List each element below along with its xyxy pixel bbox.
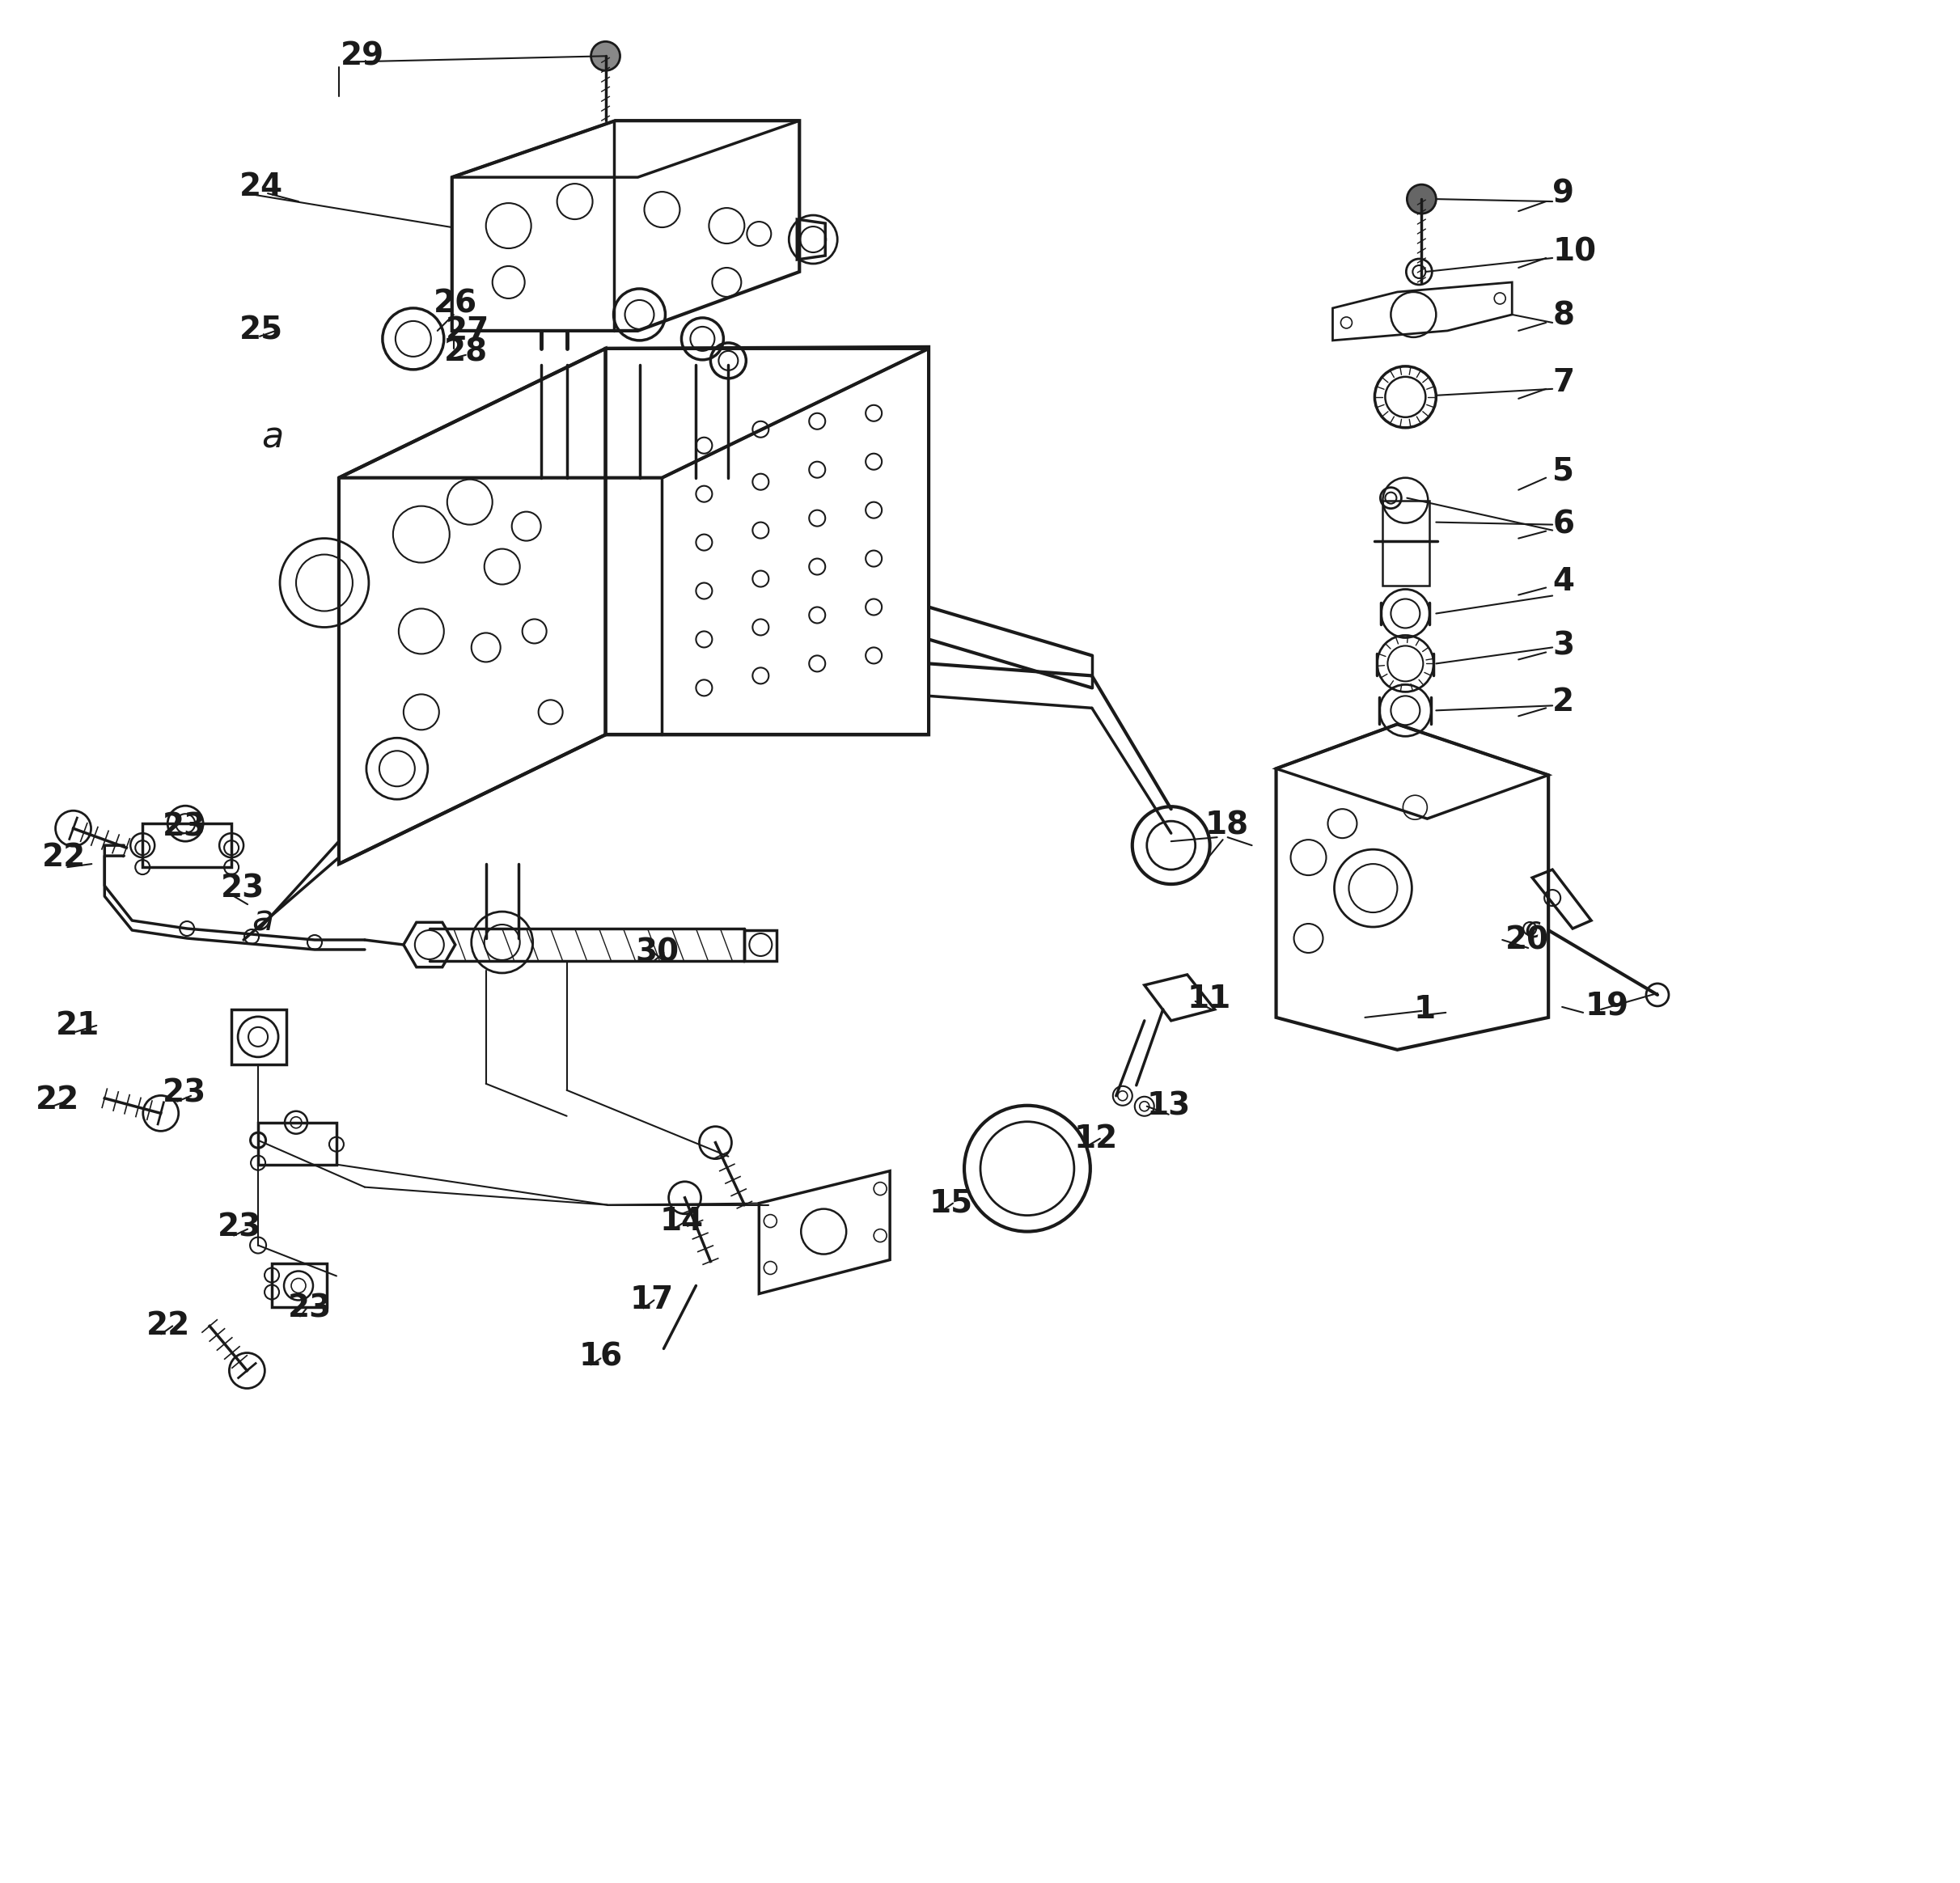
Text: 21: 21 (57, 1009, 100, 1041)
Text: 6: 6 (1552, 508, 1574, 540)
Text: 28: 28 (443, 337, 488, 367)
Text: 7: 7 (1552, 367, 1574, 397)
Circle shape (1407, 185, 1437, 213)
Text: 23: 23 (163, 812, 206, 842)
Text: 4: 4 (1552, 565, 1574, 597)
Text: 9: 9 (1552, 179, 1574, 209)
Text: 20: 20 (1505, 925, 1548, 955)
Text: 8: 8 (1552, 301, 1574, 331)
Text: 22: 22 (35, 1085, 78, 1115)
Text: 17: 17 (629, 1284, 674, 1316)
Text: 23: 23 (218, 1213, 261, 1243)
Text: 16: 16 (578, 1341, 623, 1373)
Text: 13: 13 (1147, 1090, 1192, 1122)
Text: 25: 25 (239, 314, 284, 346)
Text: 23: 23 (163, 1077, 206, 1109)
Bar (272, 1263, 327, 1307)
Text: 18: 18 (1205, 810, 1249, 840)
Bar (231, 1009, 286, 1064)
Bar (1382, 501, 1429, 586)
Text: 10: 10 (1552, 235, 1595, 267)
Text: 29: 29 (341, 41, 384, 72)
Text: 26: 26 (433, 288, 476, 320)
Text: 24: 24 (239, 171, 284, 201)
Text: 3: 3 (1552, 631, 1574, 661)
Text: 27: 27 (445, 314, 490, 346)
Text: 2: 2 (1552, 687, 1574, 717)
Text: 1: 1 (1413, 994, 1435, 1024)
Text: 22: 22 (147, 1311, 190, 1341)
Text: 15: 15 (929, 1188, 972, 1218)
Text: a: a (251, 904, 274, 938)
Text: a: a (261, 420, 284, 456)
Text: 22: 22 (41, 842, 86, 874)
Text: 5: 5 (1552, 456, 1574, 486)
Text: 12: 12 (1074, 1124, 1117, 1154)
Text: 14: 14 (661, 1205, 704, 1237)
Text: 11: 11 (1188, 983, 1231, 1015)
Bar (745, 930, 776, 960)
Circle shape (592, 41, 619, 70)
Text: c: c (1525, 915, 1541, 942)
Text: 19: 19 (1586, 992, 1629, 1022)
Text: 23: 23 (221, 874, 265, 904)
Text: 23: 23 (288, 1294, 331, 1324)
Text: 30: 30 (635, 938, 680, 968)
